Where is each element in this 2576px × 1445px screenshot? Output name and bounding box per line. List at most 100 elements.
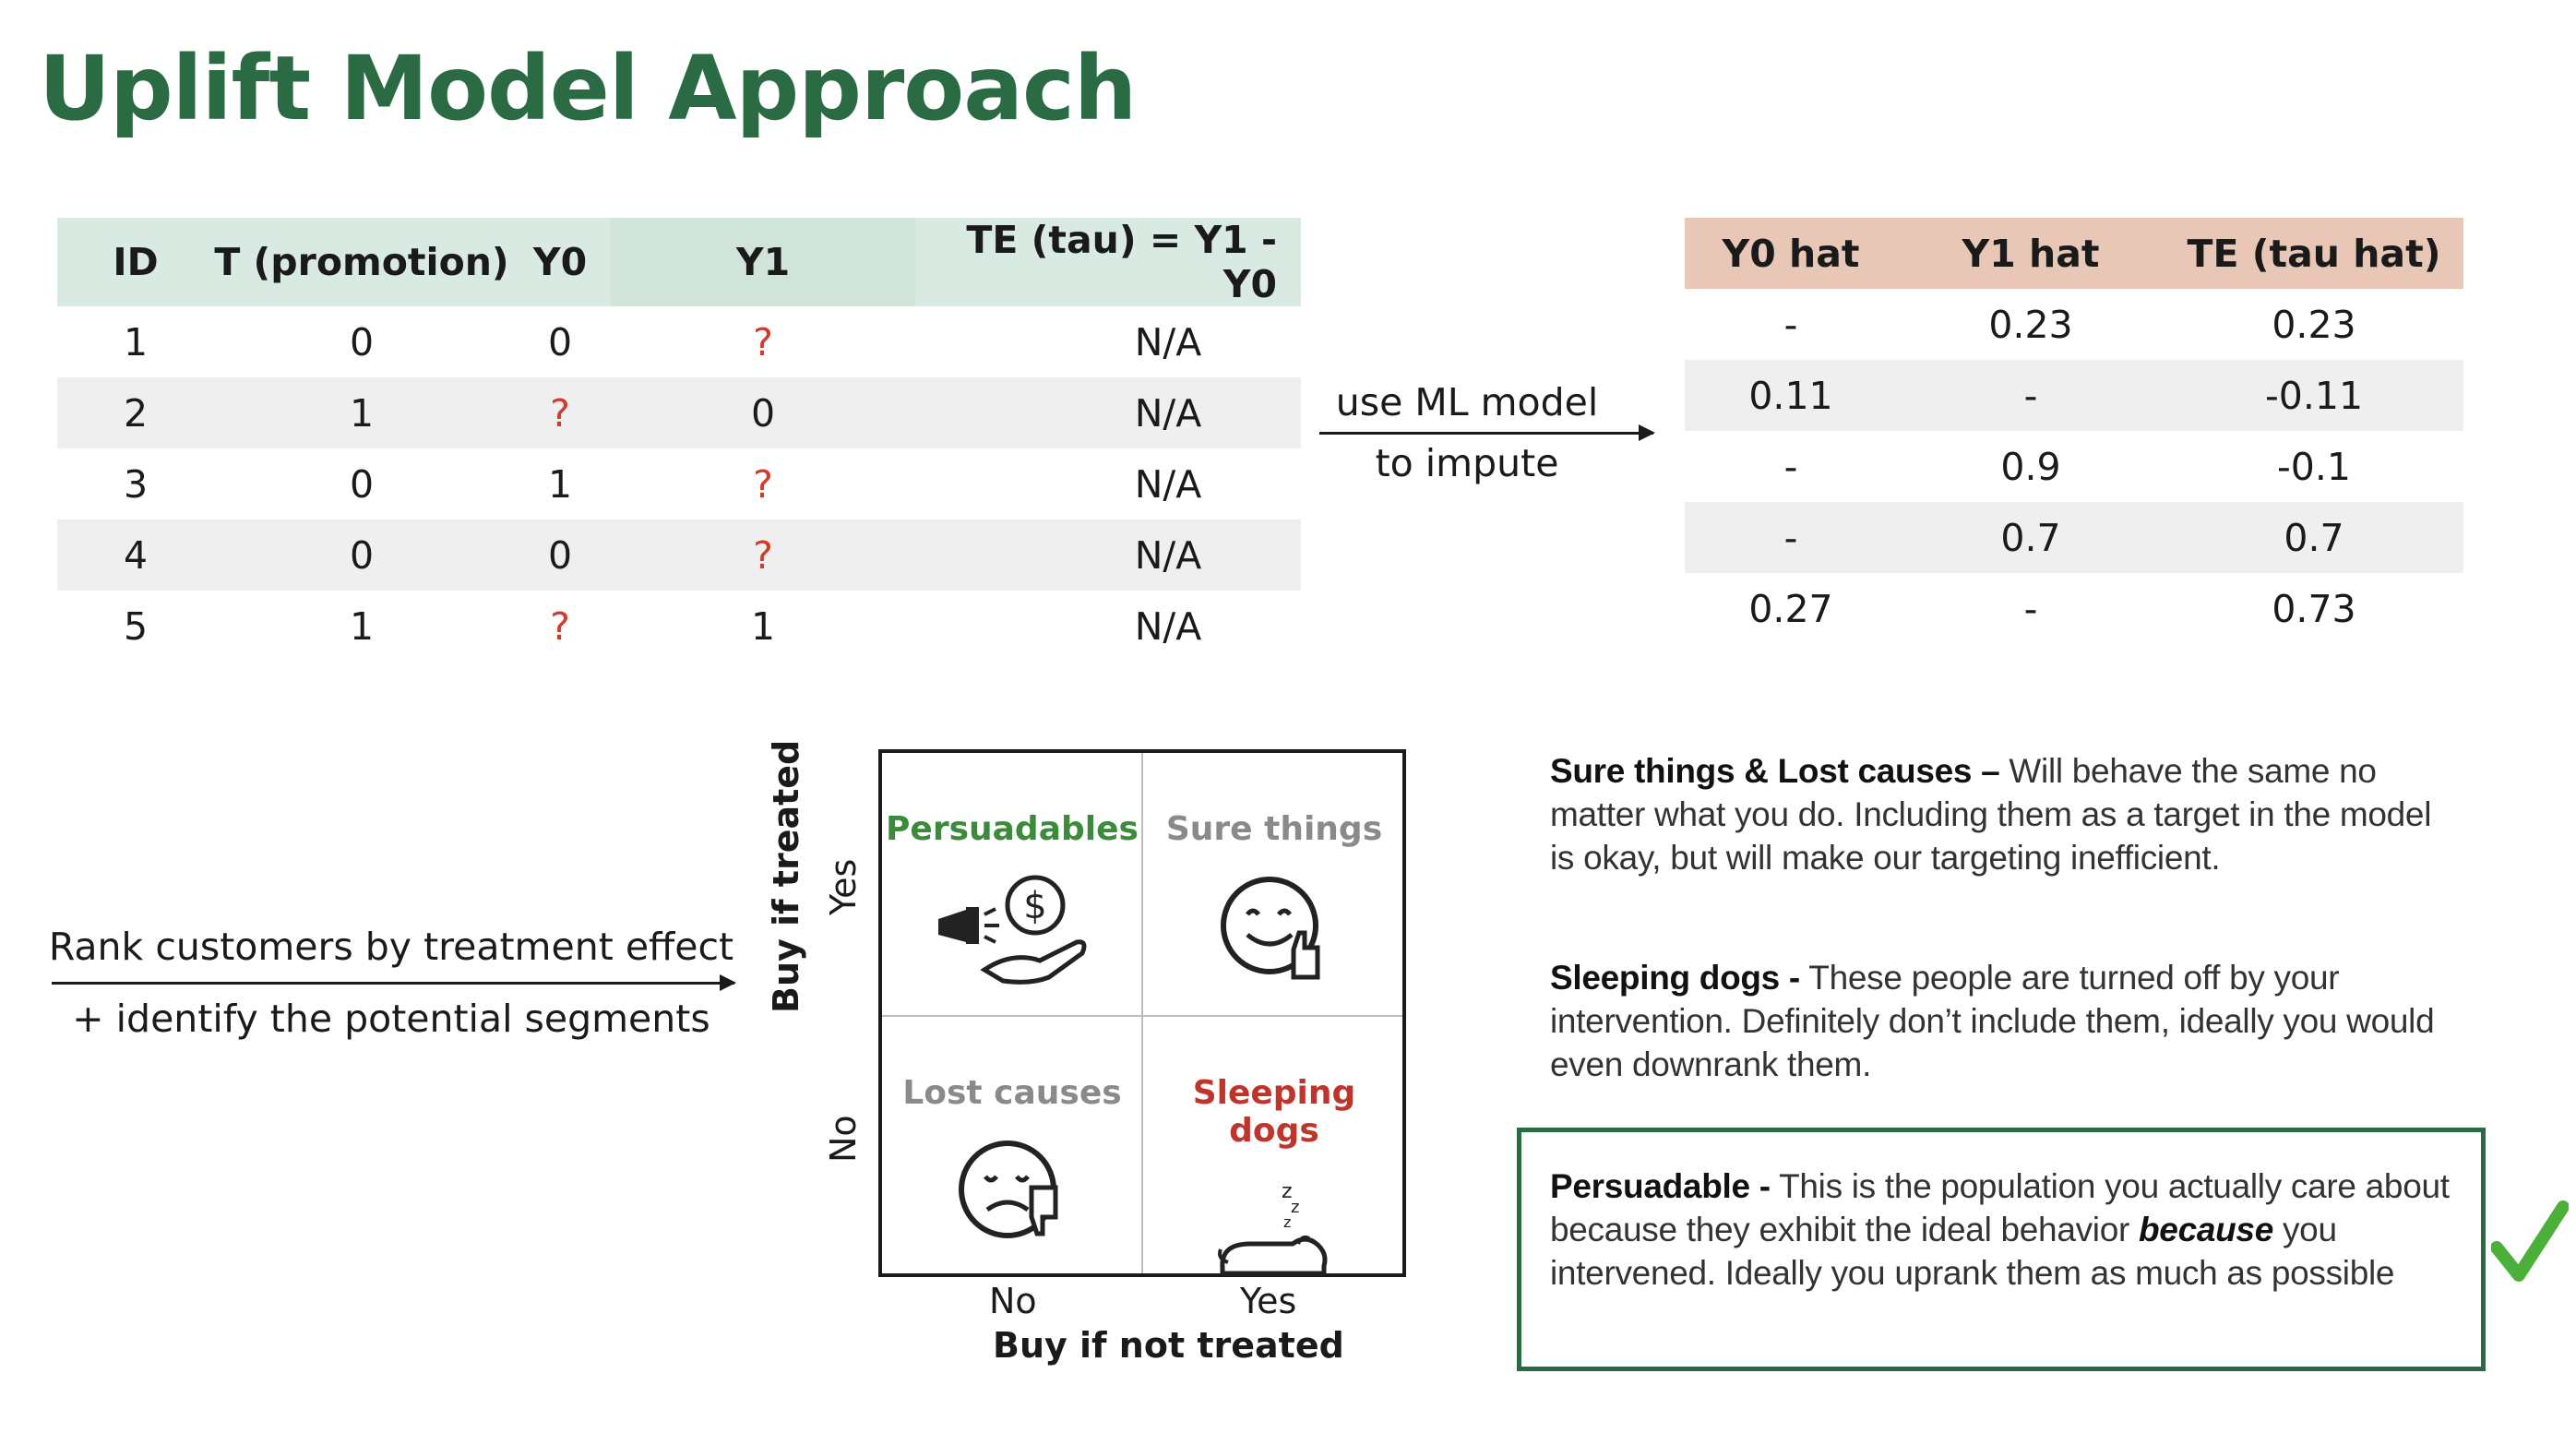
sure-lost-description: Sure things & Lost causes – Will behave … — [1550, 749, 2454, 879]
predicted-outcomes-table: Y0 hat Y1 hat TE (tau hat) - 0.23 0.23 0… — [1685, 218, 2463, 644]
table-row: 2 1 ? 0 N/A — [57, 377, 1301, 448]
cell-id: 3 — [123, 461, 149, 507]
cell-t: 0 — [349, 461, 375, 507]
sad-thumbs-down-icon — [959, 1140, 1058, 1238]
rank-label-line2: + identify the potential segments — [72, 997, 710, 1041]
table-row: 5 1 ? 1 N/A — [57, 591, 1301, 662]
table-row: 0.11 - -0.11 — [1685, 360, 2463, 431]
table-row: 4 0 0 ? N/A — [57, 519, 1301, 591]
cell-y0-hat: 0.11 — [1748, 373, 1833, 418]
header-y1-hat: Y1 hat — [1962, 231, 2100, 276]
megaphone-money-icon: $ — [938, 875, 1087, 985]
persuadable-description: Persuadable - This is the population you… — [1550, 1164, 2454, 1295]
rank-label-line1: Rank customers by treatment effect — [48, 925, 734, 969]
page-title: Uplift Model Approach — [39, 37, 1137, 140]
table-row: - 0.7 0.7 — [1685, 502, 2463, 573]
table-row: - 0.23 0.23 — [1685, 289, 2463, 360]
svg-text:z: z — [1291, 1198, 1299, 1217]
y-axis-label: Buy if treated — [766, 739, 806, 1013]
cell-y1: 0 — [750, 390, 776, 436]
rank-arrow-icon — [52, 974, 736, 991]
cell-y1-hat: 0.7 — [2000, 515, 2061, 560]
cell-te: N/A — [1134, 390, 1202, 436]
table-row: 1 0 0 ? N/A — [57, 306, 1301, 377]
cell-te: N/A — [1134, 319, 1202, 364]
x-no-label: No — [989, 1281, 1037, 1321]
quadrant-divider — [1141, 753, 1143, 1273]
cell-id: 1 — [123, 319, 149, 364]
cell-te: N/A — [1134, 532, 1202, 578]
cell-y0-unknown: ? — [550, 603, 570, 649]
header-treatment: T (promotion) — [214, 240, 509, 284]
y-no-label: No — [823, 1115, 864, 1163]
table-header-row: Y0 hat Y1 hat TE (tau hat) — [1685, 218, 2463, 289]
sure-things-label: Sure things — [1165, 810, 1383, 848]
header-y1: Y1 — [611, 218, 915, 306]
cell-y1-unknown: ? — [753, 319, 773, 364]
cell-te-hat: 0.73 — [2272, 586, 2356, 631]
quadrant-lost-causes: Lost causes — [882, 1017, 1142, 1277]
header-id: ID — [113, 240, 159, 284]
persuadable-title: Persuadable - — [1550, 1167, 1771, 1205]
impute-label-line1: use ML model — [1335, 380, 1599, 424]
quadrant-sleeping-dogs: Sleeping dogs z z z — [1144, 1017, 1404, 1277]
header-te-hat: TE (tau hat) — [2187, 231, 2441, 276]
cell-y1-hat: 0.9 — [2000, 444, 2061, 489]
svg-text:$: $ — [1023, 885, 1046, 927]
cell-y0-hat: - — [1783, 302, 1798, 347]
cell-y1-hat: - — [2023, 586, 2038, 631]
cell-y1-hat: 0.23 — [1988, 302, 2073, 347]
persuadable-text1: This is the population you actually care… — [1550, 1167, 2450, 1248]
header-te: TE (tau) = Y1 - Y0 — [966, 218, 1277, 306]
happy-thumbs-up-icon — [1221, 877, 1320, 980]
cell-t: 1 — [349, 603, 375, 649]
svg-text:z: z — [1283, 1213, 1291, 1231]
table-row: - 0.9 -0.1 — [1685, 431, 2463, 502]
header-y0: Y0 — [532, 240, 588, 284]
impute-arrow-icon — [1319, 424, 1655, 441]
table-row: 0.27 - 0.73 — [1685, 573, 2463, 644]
cell-t: 0 — [349, 532, 375, 578]
quadrant-sure-things: Sure things — [1144, 753, 1404, 1013]
cell-id: 4 — [123, 532, 149, 578]
cell-y1-unknown: ? — [753, 461, 773, 507]
cell-te-hat: 0.7 — [2284, 515, 2344, 560]
cell-y1-unknown: ? — [753, 532, 773, 578]
x-yes-label: Yes — [1240, 1281, 1297, 1321]
segment-quadrant: Persuadables $ Sure things Lost causes S — [878, 749, 1406, 1277]
cell-te-hat: -0.1 — [2277, 444, 2351, 489]
sleeping-dogs-description: Sleeping dogs - These people are turned … — [1550, 956, 2454, 1086]
cell-y1: 1 — [750, 603, 776, 649]
header-y0-hat: Y0 hat — [1722, 231, 1860, 276]
persuadables-label: Persuadables — [886, 810, 1139, 848]
persuadable-emphasis: because — [2139, 1211, 2273, 1248]
observed-outcomes-table: ID T (promotion) Y0 Y1 TE (tau) = Y1 - Y… — [57, 218, 1301, 662]
sure-lost-title: Sure things & Lost causes – — [1550, 752, 2000, 790]
persuadable-highlight-box — [1517, 1128, 2486, 1371]
sleeping-dogs-label: Sleeping dogs — [1192, 1074, 1356, 1150]
cell-t: 1 — [349, 390, 375, 436]
cell-y0: 1 — [547, 461, 573, 507]
cell-id: 5 — [123, 603, 149, 649]
cell-y1-hat: - — [2023, 373, 2038, 418]
cell-y0-hat: - — [1783, 444, 1798, 489]
lost-causes-label: Lost causes — [902, 1074, 1122, 1112]
cell-y0-unknown: ? — [550, 390, 570, 436]
table-header-row: ID T (promotion) Y0 Y1 TE (tau) = Y1 - Y… — [57, 218, 1301, 306]
persuadable-text2: you intervened. Ideally you uprank them … — [1550, 1211, 2395, 1292]
cell-y0: 0 — [547, 532, 573, 578]
cell-y0-hat: 0.27 — [1748, 586, 1833, 631]
quadrant-divider — [882, 1015, 1402, 1017]
sleeping-text: These people are turned off by your inte… — [1550, 959, 2435, 1083]
cell-te-hat: 0.23 — [2272, 302, 2356, 347]
y-yes-label: Yes — [823, 858, 864, 915]
sleeping-dog-icon: z z z — [1218, 1180, 1328, 1276]
cell-y0: 0 — [547, 319, 573, 364]
impute-label-line2: to impute — [1375, 441, 1559, 485]
table-row: 3 0 1 ? N/A — [57, 448, 1301, 519]
cell-te: N/A — [1134, 603, 1202, 649]
sure-lost-text: Will behave the same no matter what you … — [1550, 752, 2432, 877]
cell-id: 2 — [123, 390, 149, 436]
checkmark-icon — [2491, 1200, 2569, 1282]
cell-te: N/A — [1134, 461, 1202, 507]
